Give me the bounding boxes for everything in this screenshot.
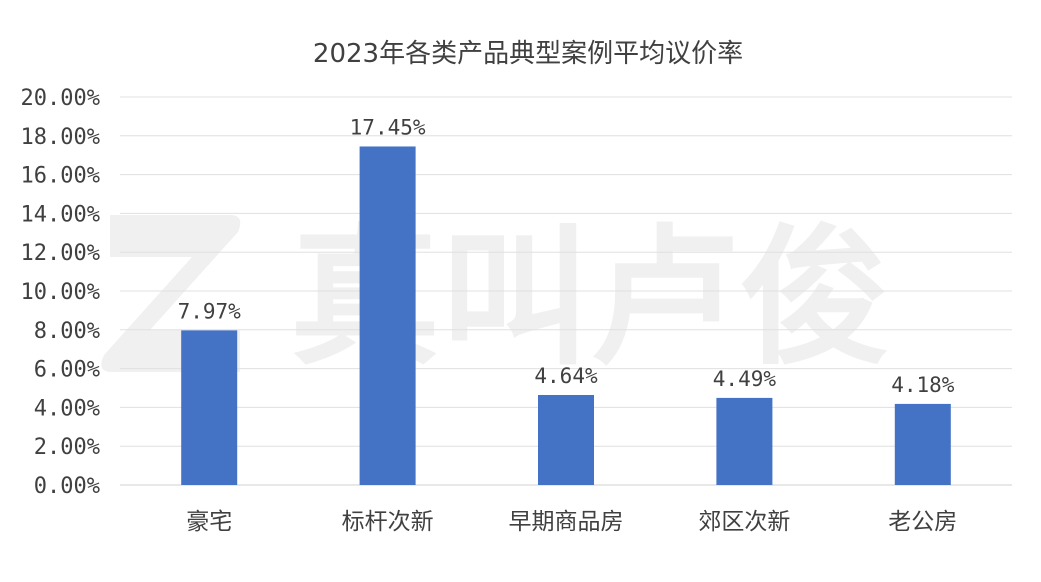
y-tick-label: 18.00% <box>21 125 100 150</box>
y-tick-label: 8.00% <box>34 319 100 344</box>
y-tick-label: 14.00% <box>21 202 100 227</box>
bar <box>538 394 594 485</box>
y-tick-label: 12.00% <box>21 241 100 266</box>
data-label: 4.49% <box>713 367 777 391</box>
y-tick-label: 6.00% <box>34 358 100 383</box>
y-tick-label: 0.00% <box>34 474 100 499</box>
x-category-label: 早期商品房 <box>509 509 624 535</box>
y-tick-label: 16.00% <box>21 164 100 189</box>
y-tick-label: 10.00% <box>21 280 100 305</box>
bar <box>359 146 416 485</box>
y-tick-label: 20.00% <box>21 86 100 111</box>
data-label: 4.18% <box>891 373 955 397</box>
y-tick-label: 4.00% <box>34 396 100 421</box>
data-label: 17.45% <box>350 115 426 139</box>
x-category-label: 郊区次新 <box>698 509 790 535</box>
chart-title: 2023年各类产品典型案例平均议价率 <box>313 39 743 69</box>
data-label: 4.64% <box>534 364 598 388</box>
bar <box>894 403 951 485</box>
bars <box>181 146 951 485</box>
bar <box>181 330 238 485</box>
x-category-label: 豪宅 <box>186 509 232 535</box>
bar <box>716 397 773 485</box>
y-axis-ticks: 0.00% 2.00% 4.00% 6.00% 8.00% 10.00% 12.00% 14.… <box>21 86 100 499</box>
x-category-label: 标杆次新 <box>342 509 434 535</box>
y-tick-label: 2.00% <box>34 435 100 460</box>
data-label: 7.97% <box>178 299 242 323</box>
data-labels: 7.97% 17.45% 4.64% 4.49% 4.18% <box>178 115 955 396</box>
x-category-label: 老公房 <box>888 509 957 535</box>
x-axis-categories: 豪宅 标杆次新 早期商品房 郊区次新 老公房 <box>186 509 957 535</box>
